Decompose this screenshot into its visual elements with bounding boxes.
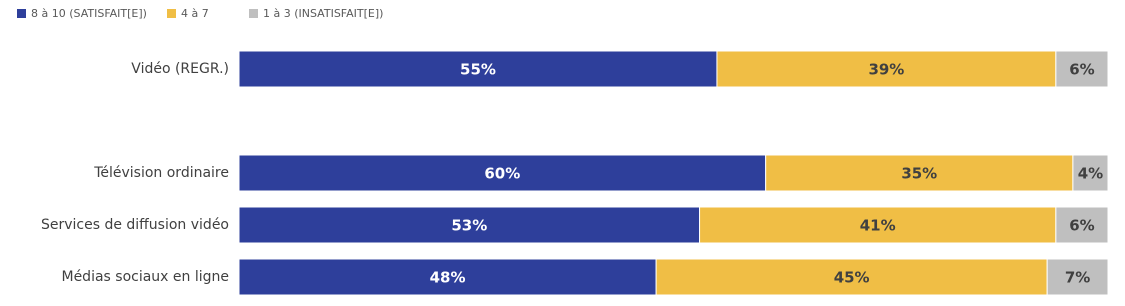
bar-segment <box>716 50 1057 88</box>
legend-label: 1 à 3 (INSATISFAIT[E]) <box>263 7 383 20</box>
bar-segment <box>238 50 718 88</box>
legend-label: 4 à 7 <box>181 7 209 20</box>
value-label: 6% <box>1069 61 1094 79</box>
value-label: 55% <box>460 61 496 79</box>
value-label: 60% <box>484 165 520 183</box>
bar-segment <box>1046 258 1109 296</box>
legend-swatch <box>17 9 26 18</box>
category-label: Services de diffusion vidéo <box>41 217 229 233</box>
bar-segment <box>238 154 767 192</box>
value-label: 45% <box>834 269 870 287</box>
value-label: 6% <box>1069 217 1094 235</box>
bar-segment <box>1055 50 1109 88</box>
value-label: 35% <box>901 165 937 183</box>
value-label: 53% <box>451 217 487 235</box>
bar-segment <box>238 258 657 296</box>
category-label: Télévision ordinaire <box>93 165 229 181</box>
value-label: 48% <box>430 269 466 287</box>
legend-swatch <box>167 9 176 18</box>
value-label: 41% <box>860 217 896 235</box>
value-label: 7% <box>1065 269 1090 287</box>
value-label: 4% <box>1078 165 1103 183</box>
bar-segment <box>699 206 1057 244</box>
bar-segment <box>1072 154 1109 192</box>
bar-segment <box>238 206 701 244</box>
value-label: 39% <box>868 61 904 79</box>
category-label: Médias sociaux en ligne <box>61 269 229 285</box>
bar-segment <box>1055 206 1109 244</box>
legend-swatch <box>249 9 258 18</box>
legend-label: 8 à 10 (SATISFAIT[E]) <box>31 7 147 20</box>
bar-segment <box>765 154 1074 192</box>
category-label: Vidéo (REGR.) <box>131 61 229 77</box>
